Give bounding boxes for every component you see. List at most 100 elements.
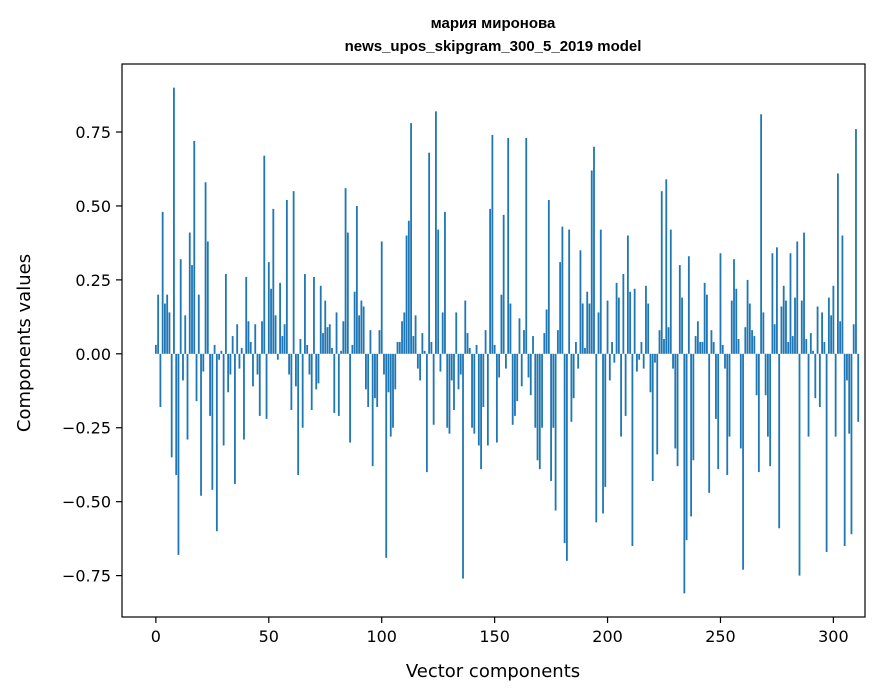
bar [509, 303, 512, 354]
chart-title: мария миронова [431, 15, 556, 32]
bar [471, 353, 473, 428]
bar [744, 327, 747, 354]
bar [240, 347, 243, 354]
y-axis-label: Components values [14, 254, 35, 432]
bar [516, 353, 519, 402]
y-tick-label: 0.00 [75, 345, 111, 364]
bar [215, 353, 218, 532]
x-axis-ticks: 0 50 100 150 200 250 300 [151, 617, 849, 646]
bar [231, 336, 234, 354]
bar [667, 327, 670, 354]
bar [538, 353, 541, 470]
bar [498, 353, 501, 378]
bar [367, 353, 370, 408]
bars-group [154, 87, 860, 594]
bar [349, 353, 351, 443]
bar [739, 353, 742, 449]
bar [624, 353, 627, 416]
bar [401, 321, 403, 354]
bar [654, 353, 656, 363]
bar [392, 353, 394, 428]
bar [263, 155, 266, 354]
bar [755, 353, 758, 396]
bar [715, 353, 717, 419]
bar [649, 353, 652, 393]
bar [787, 341, 790, 354]
bar [696, 321, 699, 354]
bar [258, 353, 261, 416]
bar [559, 262, 562, 354]
bar [816, 306, 819, 354]
bar [446, 353, 449, 428]
bar [545, 309, 548, 354]
bar [159, 353, 162, 408]
x-tick-label: 50 [259, 627, 279, 646]
bar [186, 353, 189, 440]
bar [708, 353, 711, 493]
bar [234, 353, 236, 484]
bar [166, 294, 169, 354]
bar [672, 353, 674, 369]
bar [209, 353, 211, 416]
bar [523, 330, 525, 354]
bar [353, 291, 356, 354]
bar [676, 353, 679, 467]
bar [243, 353, 245, 440]
bar [197, 294, 200, 354]
bar [437, 229, 440, 354]
bar [394, 353, 397, 390]
bar [351, 344, 354, 354]
bar [640, 341, 643, 354]
bar [852, 324, 855, 354]
bar [448, 353, 451, 434]
bar [798, 353, 801, 576]
bar [188, 232, 191, 354]
bar [238, 353, 241, 369]
bar [360, 300, 363, 354]
bar [837, 173, 839, 354]
bar [281, 336, 284, 354]
bar [173, 87, 175, 354]
bar [742, 353, 744, 570]
bar [265, 353, 268, 419]
bar [730, 300, 733, 354]
bar [179, 259, 182, 354]
bar [701, 341, 704, 354]
bar [441, 312, 444, 354]
bar [584, 347, 586, 354]
bar [633, 288, 636, 354]
chart-subtitle: news_upos_skipgram_300_5_2019 model [345, 38, 642, 55]
bar [227, 353, 230, 393]
bar [154, 344, 157, 354]
bar [285, 200, 288, 354]
bar [843, 353, 846, 547]
bar [550, 353, 552, 481]
bar [272, 208, 275, 354]
bar [161, 211, 164, 354]
bar [245, 276, 248, 354]
bar [407, 220, 410, 354]
bar [425, 353, 428, 473]
bar [270, 288, 272, 354]
bar [486, 353, 489, 446]
bar [385, 353, 388, 558]
bar [468, 347, 471, 354]
bar [477, 353, 480, 446]
bar [565, 353, 568, 561]
bar [554, 353, 557, 511]
bar [444, 211, 446, 354]
bar [651, 353, 654, 481]
bar [658, 330, 661, 354]
bar [552, 353, 555, 428]
bar [301, 353, 304, 428]
bar [335, 312, 338, 354]
bar [620, 353, 622, 437]
bar [520, 353, 523, 387]
bar [821, 312, 823, 354]
bar [306, 344, 309, 354]
bar [518, 318, 521, 354]
bar [678, 265, 681, 354]
bar [857, 353, 860, 422]
bar [177, 353, 180, 555]
